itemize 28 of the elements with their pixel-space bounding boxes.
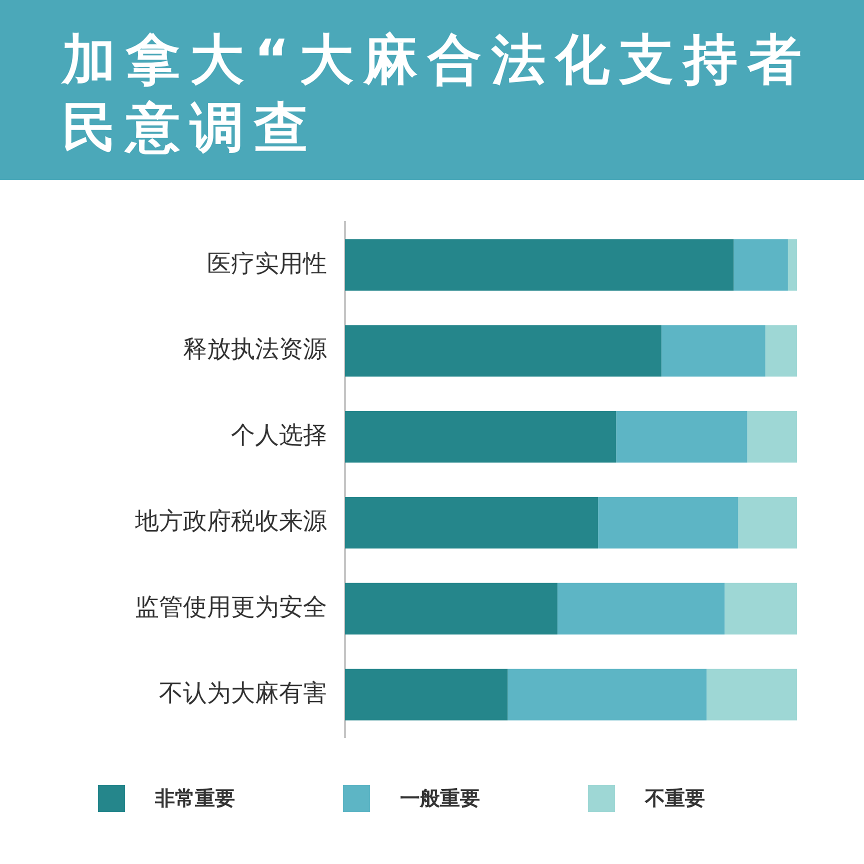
legend-label: 一般重要 [400,785,480,812]
bar [345,668,508,720]
bar [738,496,797,549]
bar [706,668,797,720]
bar [788,239,797,291]
bar [598,496,738,549]
y-tick-label: 医疗实用性 [207,250,327,278]
bar [661,325,766,377]
bar [345,411,616,463]
bar [765,325,797,377]
bar [734,239,788,291]
bar [616,411,748,463]
bar [747,411,797,463]
legend-label: 不重要 [645,785,705,812]
bar [345,582,558,634]
y-tick-label: 个人选择 [231,423,327,450]
bar [345,325,662,377]
bar [508,668,707,720]
y-tick-label: 监管使用更为安全 [135,594,327,621]
bar [345,496,598,549]
legend-label: 非常重要 [155,785,235,812]
y-tick-label: 不认为大麻有害 [159,680,327,707]
y-tick-label: 释放执法资源 [183,337,327,364]
bar [557,582,725,634]
y-tick-label: 地方政府税收来源 [134,508,327,536]
bar [724,582,797,634]
bar [345,239,734,291]
chart-title: 加拿大“大麻合法化支持者民意调查 [62,27,812,161]
